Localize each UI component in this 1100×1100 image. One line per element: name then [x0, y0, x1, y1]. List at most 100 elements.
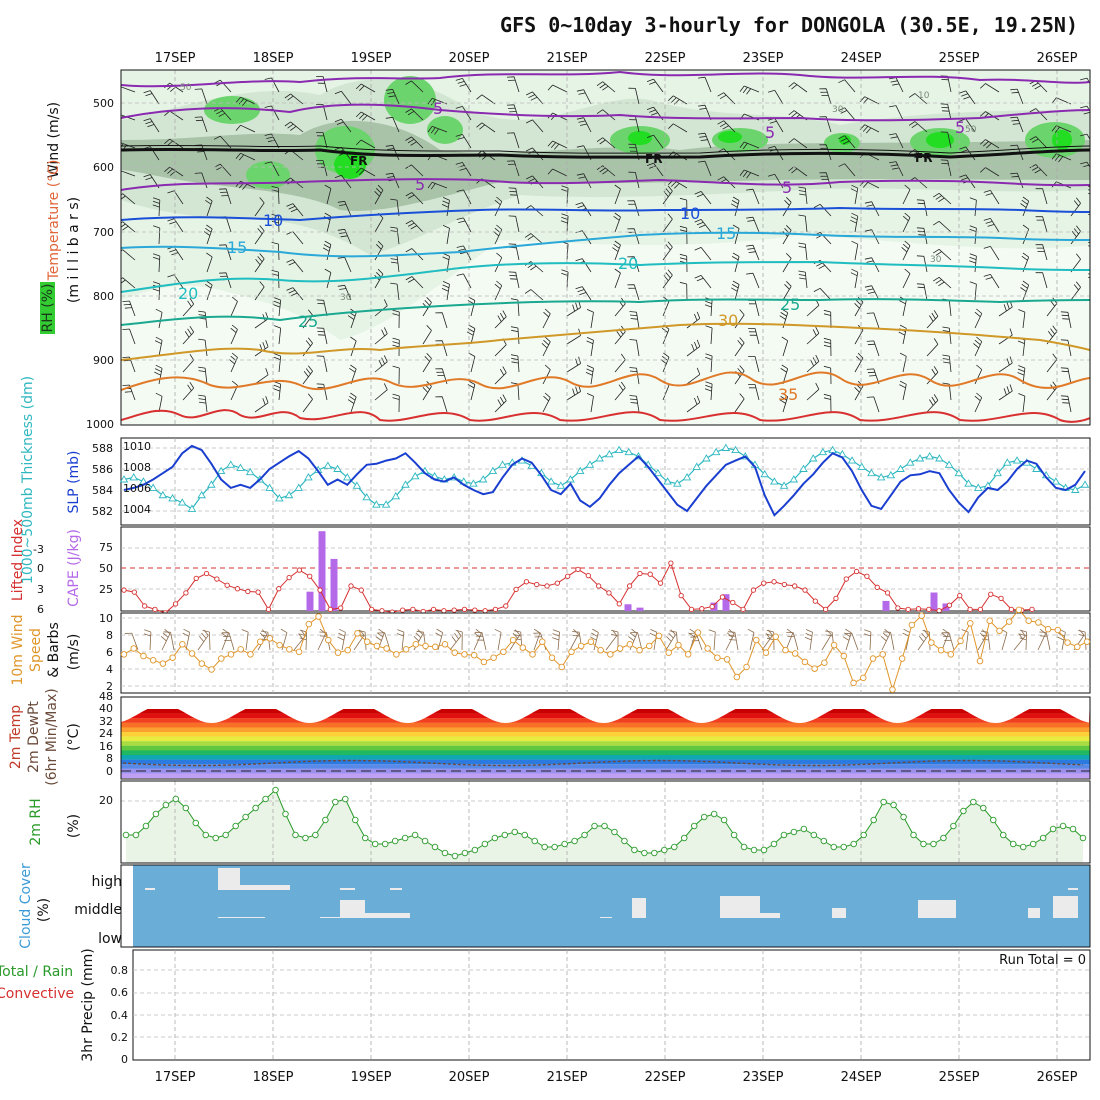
- data-marker: [762, 649, 770, 656]
- data-marker: [548, 654, 556, 661]
- wind-barb: [542, 308, 551, 329]
- wind-barb: [586, 393, 594, 413]
- wind-barb: [926, 366, 939, 385]
- data-marker: [513, 586, 519, 593]
- cloud-bar-middle: [632, 898, 646, 918]
- wind-barb: [219, 272, 232, 289]
- y-tick-label: 586: [92, 463, 113, 476]
- wind-barb: [942, 354, 952, 373]
- data-marker: [1012, 456, 1022, 464]
- wind-barb: [205, 196, 213, 217]
- data-marker: [860, 674, 867, 682]
- cloud-bar-middle: [365, 913, 410, 918]
- wind-barb: [316, 160, 328, 177]
- data-marker: [740, 606, 746, 613]
- cloud-bar-middle: [340, 900, 365, 918]
- data-marker: [451, 607, 457, 613]
- wind-barb: [355, 167, 376, 177]
- data-marker: [646, 642, 653, 650]
- rh-label: 50: [180, 83, 192, 93]
- data-marker: [132, 831, 140, 839]
- wind-barb: [980, 139, 1000, 149]
- y-tick-label: 2: [106, 680, 113, 693]
- wind-barb: [374, 327, 388, 345]
- data-marker: [864, 573, 870, 579]
- wind-barb: [385, 144, 400, 161]
- data-marker: [781, 581, 788, 588]
- wind-barb: [889, 133, 904, 149]
- wind-barb: [194, 172, 208, 189]
- wind-barb: [385, 88, 400, 105]
- wind-barb: [646, 134, 664, 149]
- data-marker: [905, 606, 911, 613]
- cloud-level-middle: middle: [74, 902, 122, 918]
- data-marker: [501, 831, 509, 839]
- wind-barb: [748, 356, 760, 373]
- wind-barb: [1070, 197, 1081, 217]
- data-marker: [410, 471, 420, 480]
- wind-barb: [405, 80, 424, 93]
- data-marker: [182, 804, 190, 812]
- wind-barb: [838, 135, 856, 149]
- data-marker: [1059, 822, 1067, 830]
- wind-barb: [746, 244, 760, 261]
- date-label: 26SEP: [1037, 51, 1078, 66]
- wind-barb: [806, 382, 820, 401]
- wind-barb: [241, 629, 249, 651]
- cloud-level-labels: high middle low: [74, 874, 122, 947]
- temp-contour-0c: [121, 70, 1090, 88]
- wind-barb: [576, 173, 592, 189]
- wind-barb: [668, 179, 688, 189]
- rh-contour-labels: 50 30 30 10 50 30: [180, 83, 977, 303]
- cloud-unit-label: (%): [36, 898, 52, 922]
- wind-barb: [337, 628, 346, 651]
- data-marker: [850, 840, 857, 848]
- wind-barb: [746, 188, 760, 205]
- wind-barb: [230, 296, 238, 317]
- rh2m-markers: [122, 786, 1087, 860]
- wind-barb: [1035, 188, 1048, 205]
- wind-barb: [694, 275, 712, 289]
- data-marker: [162, 801, 170, 809]
- wind-barb: [334, 90, 352, 105]
- wind-barb: [694, 219, 712, 233]
- wind-barb: [493, 224, 503, 245]
- wind-barb: [1088, 213, 1090, 216]
- data-marker: [910, 831, 917, 839]
- data-marker: [688, 606, 695, 613]
- upper-gridlines: [121, 70, 1090, 425]
- data-marker: [232, 822, 239, 830]
- wind-barb: [629, 395, 640, 413]
- data-marker: [960, 807, 967, 815]
- data-marker: [282, 810, 289, 818]
- wind-barb: [427, 125, 448, 135]
- wind-barb: [908, 93, 928, 105]
- date-label: 25SEP: [939, 51, 980, 66]
- data-marker: [470, 651, 478, 659]
- wind-barb: [194, 88, 208, 105]
- wind-barb: [422, 297, 432, 317]
- wind-barb: [164, 138, 184, 149]
- date-label: 23SEP: [743, 1070, 784, 1085]
- data-marker: [371, 840, 379, 848]
- wind-barb: [1080, 105, 1090, 115]
- data-marker: [595, 583, 602, 589]
- wind-barb: [782, 253, 792, 273]
- li-y-ticks: -3 0 3 6: [33, 543, 44, 616]
- wind-barb: [273, 297, 282, 317]
- wind-barb: [804, 629, 813, 651]
- wind-barb: [197, 629, 209, 651]
- data-marker: [208, 666, 215, 673]
- data-marker: [915, 606, 922, 612]
- wind-barb: [859, 124, 880, 134]
- data-marker: [342, 473, 352, 481]
- wind-barb: [916, 283, 928, 301]
- temp-contour-10c: [121, 206, 1090, 222]
- data-marker: [275, 494, 284, 502]
- run-total: Run Total = 0: [999, 953, 1086, 968]
- data-marker: [947, 651, 955, 658]
- data-marker: [723, 656, 731, 663]
- wind-barb: [566, 384, 581, 401]
- y-tick-label: 48: [99, 690, 113, 703]
- temp-label: 35: [778, 385, 798, 404]
